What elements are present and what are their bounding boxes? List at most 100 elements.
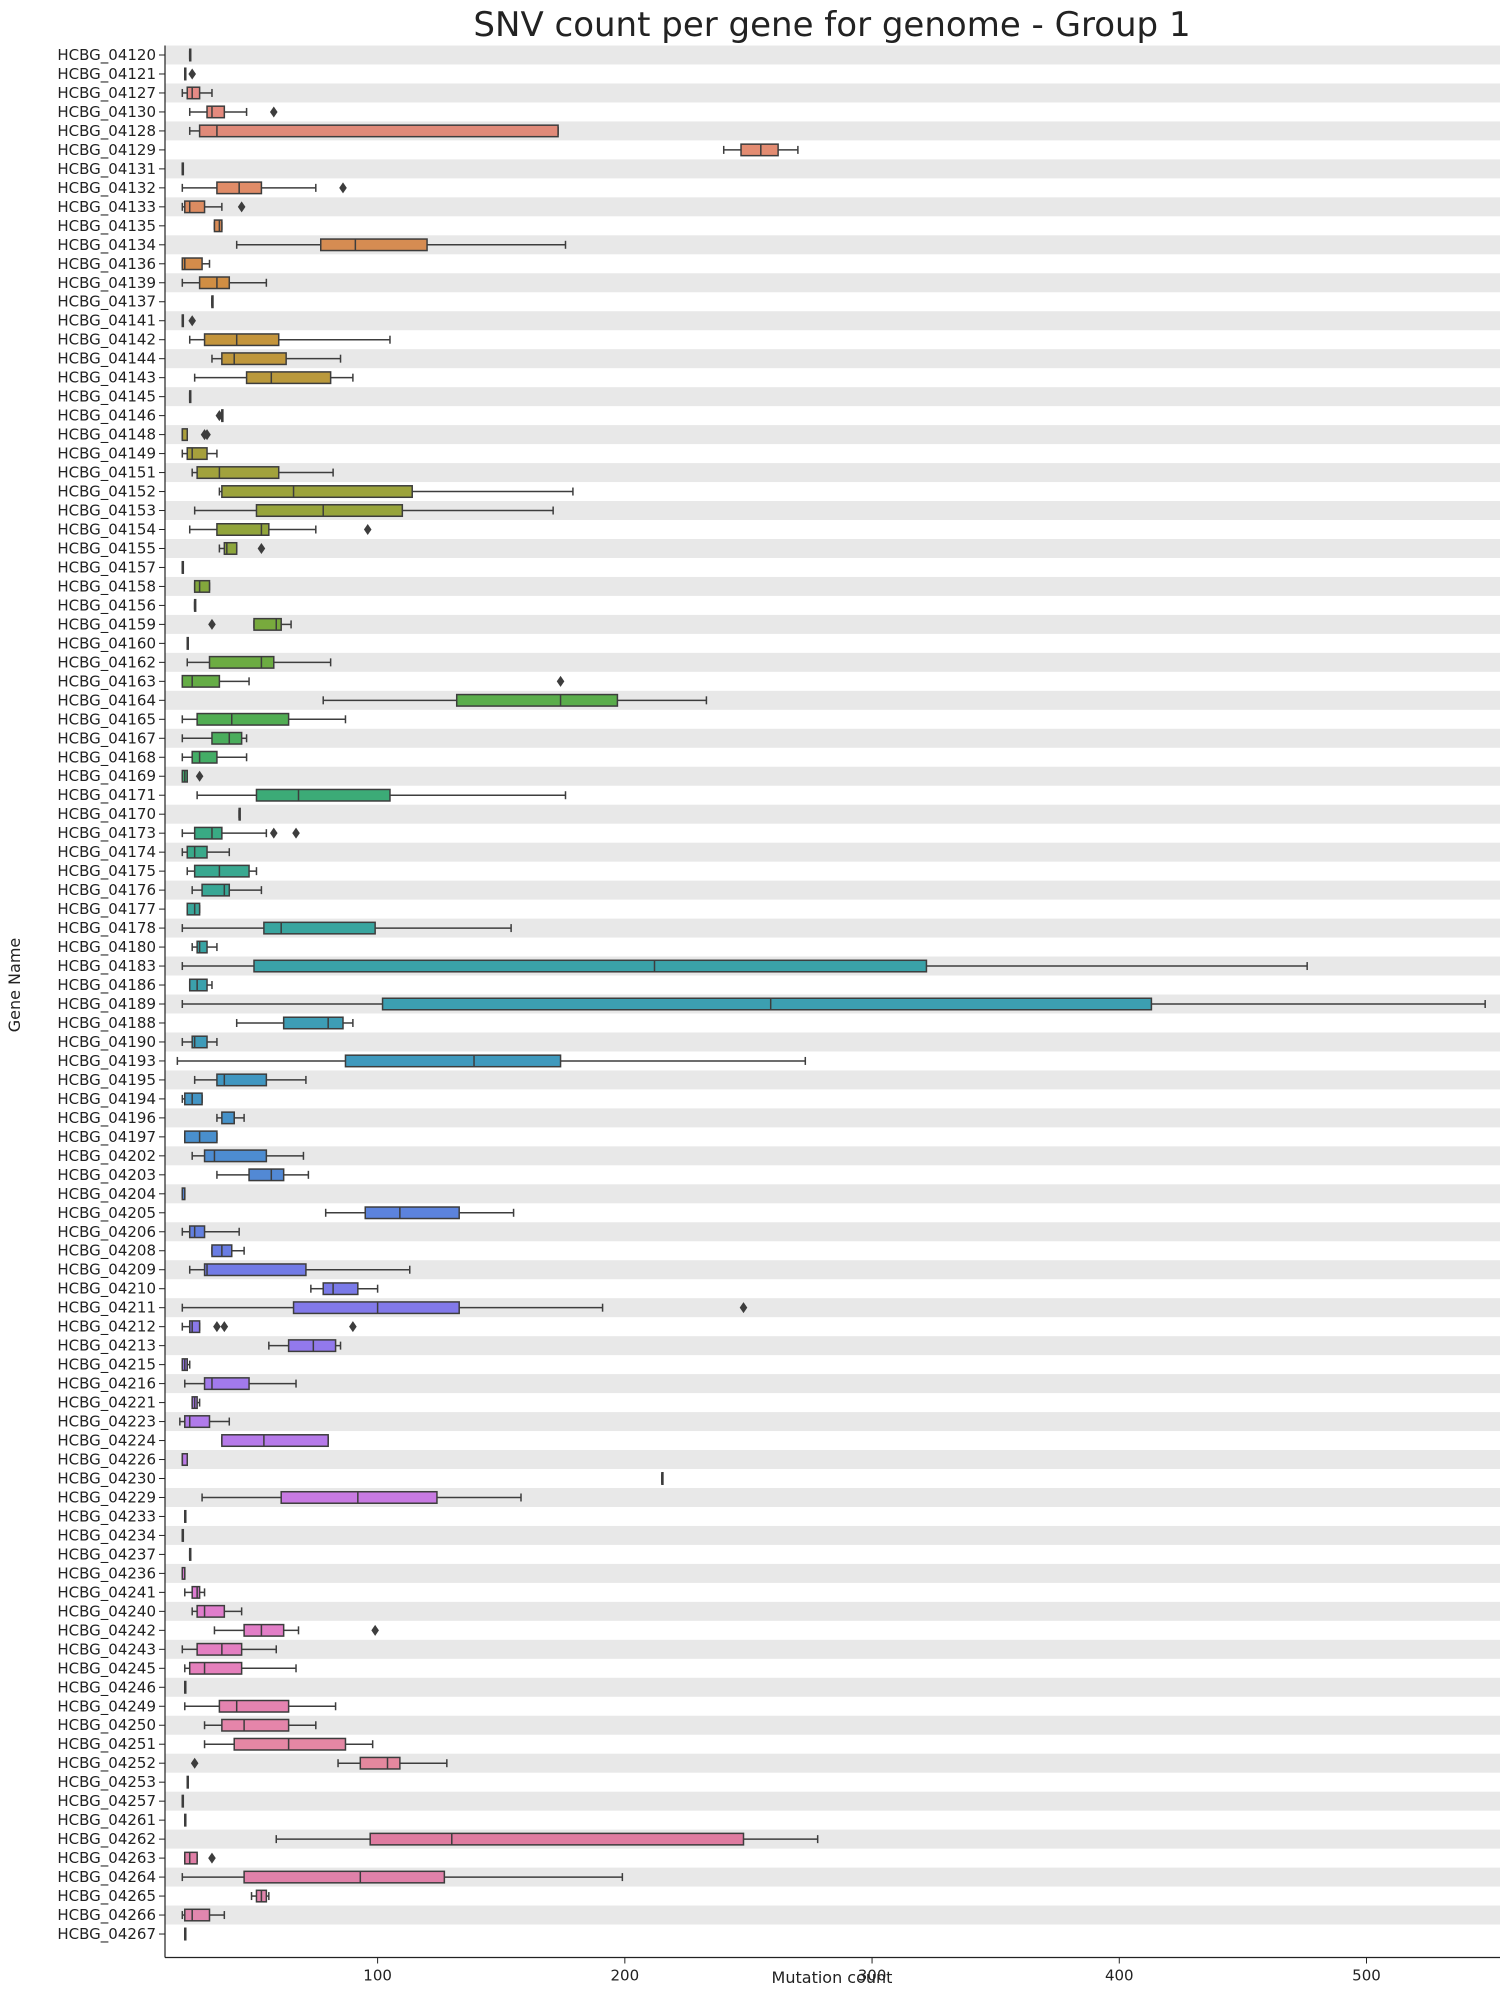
row-band — [165, 614, 1500, 634]
gene-box-HCBG_04139 — [181, 276, 268, 290]
y-tick-label: HCBG_04264 — [57, 1868, 156, 1887]
row-band — [165, 728, 1500, 748]
gene-box-HCBG_04189 — [181, 997, 1486, 1011]
y-tick-label: HCBG_04203 — [57, 1166, 156, 1185]
y-tick-label: HCBG_04205 — [57, 1204, 156, 1223]
iqr-box — [455, 693, 619, 707]
y-tick-label: HCBG_04209 — [57, 1261, 156, 1280]
iqr-box — [381, 997, 1153, 1011]
gene-box-HCBG_04241 — [184, 1585, 206, 1599]
y-tick-label: HCBG_04142 — [57, 331, 156, 350]
gene-box-HCBG_04224 — [221, 1434, 329, 1448]
y-tick-label: HCBG_04257 — [57, 1792, 156, 1811]
x-tick-label: 400 — [1105, 1967, 1134, 1985]
gene-box-HCBG_04155 — [218, 541, 266, 555]
y-tick-label: HCBG_04186 — [57, 976, 156, 995]
y-tick-label: HCBG_04151 — [57, 464, 156, 483]
gene-box-HCBG_04208 — [211, 1244, 245, 1258]
gene-box-HCBG_04153 — [193, 504, 554, 518]
iqr-box — [359, 1756, 401, 1770]
gene-box-HCBG_04242 — [213, 1623, 379, 1637]
gene-box-HCBG_04263 — [184, 1851, 216, 1865]
gene-box-HCBG_04233 — [184, 1509, 187, 1523]
gene-box-HCBG_04210 — [310, 1282, 379, 1296]
iqr-box — [221, 1718, 290, 1732]
row-band — [165, 1336, 1500, 1356]
iqr-box — [203, 1149, 268, 1163]
iqr-box — [196, 1604, 226, 1618]
gene-box-HCBG_04261 — [184, 1813, 187, 1827]
y-tick-label: HCBG_04208 — [57, 1242, 156, 1261]
y-tick-label: HCBG_04162 — [57, 653, 156, 672]
row-band — [165, 1525, 1500, 1545]
y-tick-label: HCBG_04263 — [57, 1849, 156, 1868]
iqr-box — [184, 1415, 211, 1429]
row-band — [165, 1753, 1500, 1773]
outlier-marker — [195, 770, 204, 782]
iqr-box — [369, 1832, 745, 1846]
gene-box-HCBG_04170 — [238, 807, 241, 821]
gene-box-HCBG_04145 — [188, 390, 192, 404]
gene-box-HCBG_04253 — [186, 1775, 189, 1789]
y-tick-label: HCBG_04152 — [57, 483, 156, 502]
gene-box-HCBG_04156 — [193, 598, 197, 612]
y-tick-label: HCBG_04156 — [57, 596, 156, 615]
row-band — [165, 387, 1500, 407]
gene-box-HCBG_04209 — [188, 1263, 411, 1277]
iqr-box — [201, 883, 231, 897]
iqr-box — [216, 1073, 268, 1087]
iqr-box — [255, 788, 391, 802]
y-tick-label: HCBG_04188 — [57, 1014, 156, 1033]
y-tick-label: HCBG_04242 — [57, 1621, 156, 1640]
y-tick-label: HCBG_04157 — [57, 558, 156, 577]
y-tick-label: HCBG_04143 — [57, 369, 156, 388]
y-tick-label: HCBG_04243 — [57, 1640, 156, 1659]
iqr-box — [198, 276, 231, 290]
gene-box-HCBG_04163 — [181, 674, 565, 688]
iqr-box — [287, 1339, 337, 1353]
iqr-box — [248, 1168, 285, 1182]
y-tick-label: HCBG_04127 — [57, 84, 156, 103]
y-tick-label: HCBG_04262 — [57, 1830, 156, 1849]
gene-box-HCBG_04212 — [181, 1320, 357, 1334]
gene-box-HCBG_04175 — [186, 864, 258, 878]
outlier-marker — [371, 1624, 379, 1636]
iqr-box — [221, 1434, 329, 1448]
gene-box-HCBG_04221 — [191, 1396, 201, 1410]
iqr-box — [203, 1377, 250, 1391]
y-tick-label: HCBG_04159 — [57, 615, 156, 634]
y-tick-label: HCBG_04183 — [57, 957, 156, 976]
gene-box-HCBG_04250 — [203, 1718, 317, 1732]
outlier-marker — [190, 1757, 199, 1769]
y-tick-label: HCBG_04249 — [57, 1697, 156, 1716]
gene-box-HCBG_04137 — [211, 295, 214, 309]
gene-box-HCBG_04162 — [186, 655, 332, 669]
y-tick-label: HCBG_04177 — [57, 900, 156, 919]
row-band — [165, 880, 1500, 900]
outlier-marker — [257, 542, 266, 554]
outlier-marker — [556, 675, 565, 687]
y-tick-label: HCBG_04173 — [57, 824, 156, 843]
gene-box-HCBG_04144 — [211, 352, 342, 366]
y-tick-label: HCBG_04176 — [57, 881, 156, 900]
gene-box-HCBG_04133 — [181, 200, 246, 214]
x-tick-label: 500 — [1352, 1967, 1381, 1985]
gene-box-HCBG_04183 — [181, 959, 1308, 973]
y-tick-label: HCBG_04139 — [57, 274, 156, 293]
gene-box-HCBG_04266 — [181, 1908, 226, 1922]
gene-box-HCBG_04205 — [324, 1206, 515, 1220]
y-tick-label: HCBG_04229 — [57, 1488, 156, 1507]
y-tick-label: HCBG_04224 — [57, 1432, 156, 1451]
box-series — [176, 48, 1486, 1941]
iqr-box — [364, 1206, 460, 1220]
gene-box-HCBG_04168 — [181, 750, 248, 764]
iqr-box — [344, 1054, 562, 1068]
iqr-box — [206, 105, 226, 119]
outlier-marker — [739, 1302, 748, 1314]
y-tick-label: HCBG_04223 — [57, 1413, 156, 1432]
row-band — [165, 652, 1500, 672]
gene-box-HCBG_04176 — [191, 883, 263, 897]
y-tick-label: HCBG_04236 — [57, 1564, 156, 1583]
gene-box-HCBG_04190 — [181, 1035, 218, 1049]
